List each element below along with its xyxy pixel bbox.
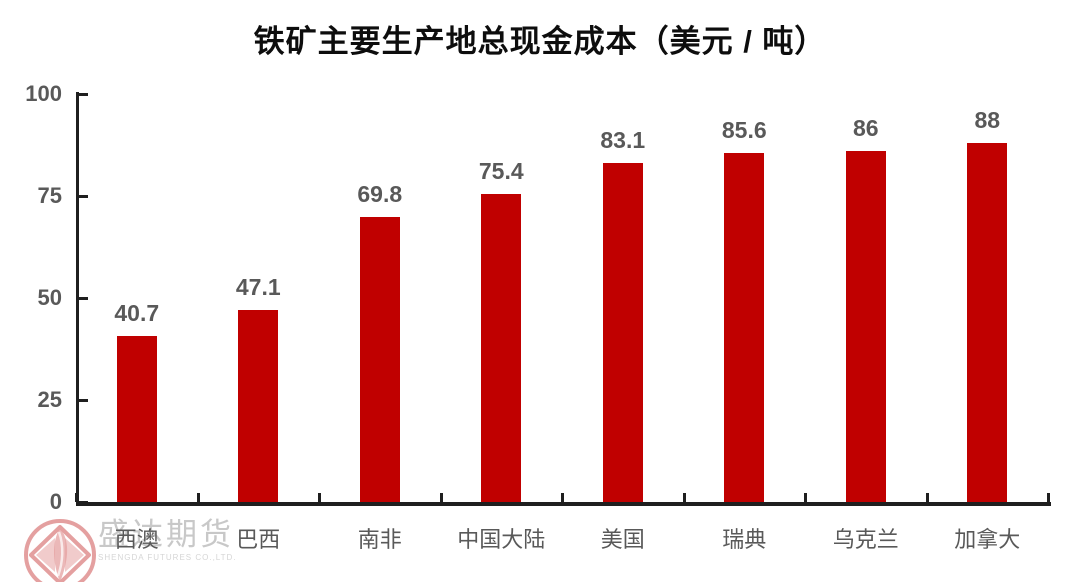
bar-value-label: 40.7 <box>114 300 160 326</box>
bar-value-label: 75.4 <box>478 158 524 184</box>
bar-value-label: 83.1 <box>600 127 646 153</box>
x-axis-label: 西澳 <box>114 527 159 552</box>
watermark-company-subtext: SHENGDA FUTURES CO.,LTD. <box>98 553 237 562</box>
bar-slot: 75.4 <box>441 94 563 502</box>
x-axis-label: 巴西 <box>236 527 281 552</box>
bar <box>724 153 765 502</box>
bar-value-label: 69.8 <box>357 181 403 207</box>
y-axis-line <box>76 92 79 506</box>
x-axis-tick <box>318 493 321 502</box>
x-axis-line <box>76 502 1051 506</box>
bar <box>359 217 400 502</box>
x-axis-tick <box>804 493 807 502</box>
y-axis-tick <box>79 195 88 198</box>
watermark-company-name: 盛达期货 <box>98 517 234 552</box>
bar-value-label: 88 <box>974 107 1001 133</box>
bar <box>602 163 643 502</box>
x-axis-label: 美国 <box>600 527 645 552</box>
x-axis-label: 加拿大 <box>954 527 1021 552</box>
bar <box>845 151 886 502</box>
x-axis-tick <box>926 493 929 502</box>
y-axis-tick <box>79 93 88 96</box>
bar-value-label: 47.1 <box>235 274 281 300</box>
bar-slot: 69.8 <box>319 94 441 502</box>
bar <box>238 310 279 502</box>
x-axis-tick <box>561 493 564 502</box>
bar-value-label: 86 <box>852 115 879 141</box>
bar <box>481 194 522 502</box>
company-watermark: 盛达期货 SHENGDA FUTURES CO.,LTD. <box>98 517 237 563</box>
bar-slot: 47.1 <box>198 94 320 502</box>
x-axis-tick <box>683 493 686 502</box>
chart-title: 铁矿主要生产地总现金成本（美元 / 吨） <box>253 24 827 59</box>
y-axis-label: 100 <box>25 81 62 106</box>
bar-slot: 85.6 <box>684 94 806 502</box>
shengda-futures-logo-icon <box>22 516 98 582</box>
y-axis-tick <box>79 399 88 402</box>
x-axis-label: 乌克兰 <box>832 527 899 552</box>
y-axis-label: 25 <box>37 387 62 412</box>
x-axis-tick <box>440 493 443 502</box>
y-axis-tick <box>79 297 88 300</box>
x-axis-tick <box>1047 493 1050 502</box>
bar <box>967 143 1008 502</box>
x-axis-label: 中国大陆 <box>457 527 546 552</box>
y-axis-label: 50 <box>37 285 62 310</box>
x-axis-label: 瑞典 <box>722 527 767 552</box>
x-axis-tick <box>197 493 200 502</box>
x-axis-label: 南非 <box>357 527 402 552</box>
y-axis-label: 75 <box>37 183 62 208</box>
bar-value-label: 85.6 <box>721 117 767 143</box>
y-axis-label: 0 <box>49 489 62 514</box>
plot-area: 40.7 47.1 69.8 75.4 83.1 85.6 86 88 <box>75 92 1051 506</box>
bar-slot: 88 <box>927 94 1049 502</box>
bar-slot: 86 <box>805 94 927 502</box>
bar <box>116 336 157 502</box>
bar-slot: 83.1 <box>562 94 684 502</box>
bar-slot: 40.7 <box>76 94 198 502</box>
